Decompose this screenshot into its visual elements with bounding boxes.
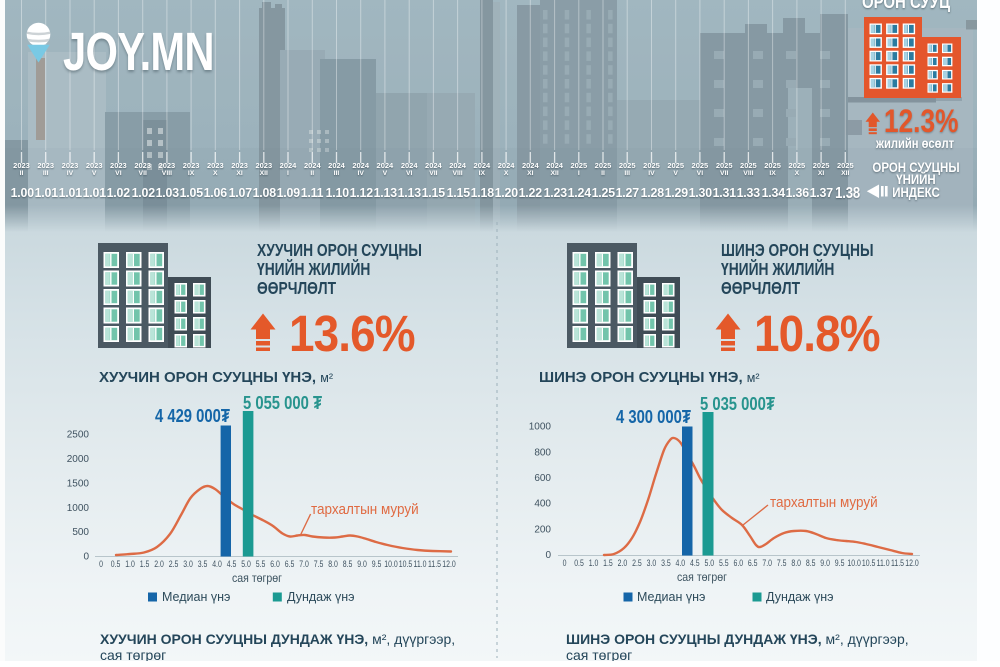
svg-text:200: 200 (534, 524, 551, 535)
svg-text:5.0: 5.0 (241, 559, 251, 569)
svg-text:2.0: 2.0 (154, 559, 164, 569)
svg-text:11.0: 11.0 (414, 559, 427, 569)
svg-text:1000: 1000 (529, 422, 552, 433)
svg-text:1500: 1500 (67, 478, 90, 489)
svg-text:7.0: 7.0 (762, 558, 772, 568)
svg-text:8.5: 8.5 (806, 558, 816, 568)
svg-text:1000: 1000 (67, 503, 90, 514)
svg-text:6.0: 6.0 (270, 559, 280, 569)
svg-text:6.5: 6.5 (748, 558, 758, 568)
svg-text:10.5: 10.5 (399, 559, 413, 569)
svg-text:1.0: 1.0 (589, 558, 599, 568)
svg-text:600: 600 (534, 473, 551, 484)
svg-text:11.5: 11.5 (891, 558, 904, 568)
svg-text:400: 400 (534, 499, 551, 510)
svg-text:12.0: 12.0 (442, 559, 456, 569)
svg-text:1.0: 1.0 (125, 559, 135, 569)
svg-text:1.5: 1.5 (140, 559, 150, 569)
svg-text:9.0: 9.0 (357, 559, 367, 569)
svg-text:4.5: 4.5 (690, 558, 700, 568)
svg-text:7.0: 7.0 (299, 559, 309, 569)
svg-text:3.5: 3.5 (661, 558, 671, 568)
svg-text:10.5: 10.5 (862, 558, 876, 568)
svg-text:10.0: 10.0 (847, 558, 861, 568)
svg-text:11.5: 11.5 (428, 559, 441, 569)
svg-text:2.5: 2.5 (632, 558, 642, 568)
svg-text:9.5: 9.5 (372, 559, 382, 569)
svg-text:6.5: 6.5 (285, 559, 295, 569)
svg-text:12.0: 12.0 (905, 558, 919, 568)
svg-text:11.0: 11.0 (877, 558, 890, 568)
svg-text:5.0: 5.0 (704, 558, 714, 568)
svg-text:4.0: 4.0 (675, 558, 685, 568)
svg-text:9.0: 9.0 (820, 558, 830, 568)
svg-text:8.5: 8.5 (343, 559, 353, 569)
svg-text:10.0: 10.0 (384, 559, 398, 569)
svg-text:2.0: 2.0 (618, 558, 628, 568)
svg-text:0: 0 (83, 552, 89, 563)
svg-text:0: 0 (99, 559, 103, 569)
svg-text:1.5: 1.5 (603, 558, 613, 568)
svg-text:0.5: 0.5 (111, 559, 121, 569)
svg-text:5.5: 5.5 (719, 558, 729, 568)
svg-text:2000: 2000 (67, 454, 90, 465)
svg-text:4.0: 4.0 (212, 559, 222, 569)
svg-text:7.5: 7.5 (777, 558, 787, 568)
svg-text:800: 800 (534, 447, 551, 458)
svg-text:2500: 2500 (67, 430, 90, 441)
svg-text:500: 500 (72, 527, 89, 538)
svg-text:8.0: 8.0 (791, 558, 801, 568)
svg-text:4.5: 4.5 (227, 559, 237, 569)
svg-text:0: 0 (545, 550, 551, 561)
svg-text:7.5: 7.5 (314, 559, 324, 569)
svg-text:0: 0 (563, 558, 567, 568)
svg-text:2.5: 2.5 (169, 559, 179, 569)
svg-text:3.0: 3.0 (183, 559, 193, 569)
svg-text:5.5: 5.5 (256, 559, 266, 569)
svg-text:3.5: 3.5 (198, 559, 208, 569)
svg-text:9.5: 9.5 (835, 558, 845, 568)
svg-text:8.0: 8.0 (328, 559, 338, 569)
svg-text:3.0: 3.0 (647, 558, 657, 568)
svg-text:0.5: 0.5 (574, 558, 584, 568)
svg-text:6.0: 6.0 (733, 558, 743, 568)
